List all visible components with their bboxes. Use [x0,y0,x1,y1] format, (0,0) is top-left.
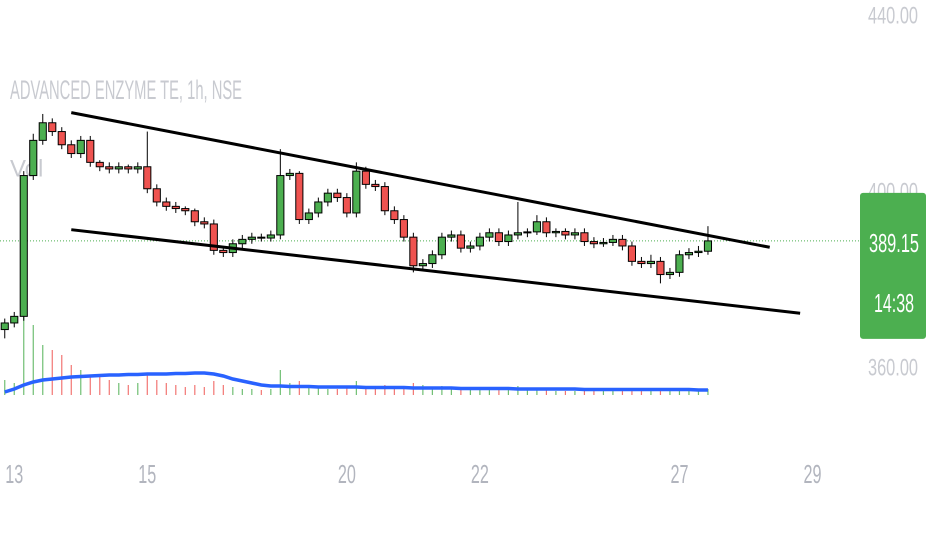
candle-body [570,232,579,236]
candle-body [190,210,199,223]
candle-body [513,232,522,236]
candle-body [152,188,161,203]
candle-body [342,197,351,214]
candle-body [95,161,104,168]
x-tick-label: 27 [670,459,688,489]
candle-body [485,232,494,238]
candle-body [694,250,703,254]
x-tick-label: 15 [138,459,156,489]
candle-body [418,263,427,267]
candle-body [105,166,114,170]
volume-ma-line [4,371,708,394]
chart-title: ADVANCED ENZYME TE, 1h, NSE [10,75,242,105]
candle-body [494,232,503,243]
countdown: 14:38 [874,288,914,318]
candle-body [133,166,142,170]
candle-body [38,122,47,141]
candle-body [361,170,370,185]
candle-body [67,144,76,155]
candle-body [333,192,342,199]
candle-body [504,234,513,243]
price-badge-value: 389.15 [869,228,919,258]
candle-body [589,241,598,245]
candle-body [285,172,294,177]
candle-body [86,139,95,163]
candle-body [665,271,675,276]
candle-body [323,192,332,203]
candle-body [703,240,713,252]
candle-body [637,260,646,265]
candle-body [29,139,38,177]
candle-body [209,223,218,251]
candle-body [675,254,684,273]
candle-body [371,183,380,188]
candle-body [456,234,465,249]
candle-body [276,175,285,236]
candle-body [219,249,228,254]
candle-body [162,201,171,207]
candle-body [247,236,256,240]
candle-body [19,175,28,317]
candle-body [57,131,66,146]
candle-body [200,221,209,225]
candle-body [428,254,437,265]
candle-body [447,234,456,238]
candle-body [466,245,475,249]
candle-body [646,260,656,265]
candle-body [76,139,85,155]
candle-body [390,210,399,221]
x-tick-label: 22 [471,459,489,489]
candle-body [295,172,304,221]
candle-body [181,208,190,212]
candle-body [266,234,275,239]
price-badge [860,192,926,339]
candle-body [532,221,541,233]
candle-body [561,230,570,236]
candle-body [314,201,323,214]
candle-body [627,245,636,262]
candle-body [114,166,123,170]
candle-body [0,322,9,331]
x-tick-label: 13 [5,459,23,489]
candle-body [475,236,484,247]
candle-body [551,230,560,234]
candle-body [238,238,247,245]
candle-body [684,252,694,256]
candle-body [171,205,180,210]
candle-body [304,212,313,221]
candle-body [10,315,19,324]
candle-body [599,241,608,245]
candle-body [124,166,133,170]
y-tick-label: 440.00 [868,3,918,30]
x-tick-label: 29 [803,459,821,489]
trendline [71,228,801,315]
candle-body [542,221,551,234]
x-tick-label: 20 [338,459,356,489]
candle-body [352,170,361,214]
candle-body [48,122,57,133]
candle-body [399,219,408,238]
candle-body [437,236,446,256]
candle-body [380,186,389,212]
trendline [70,111,771,249]
candle-body [580,232,589,243]
candle-body [523,231,532,234]
candle-body [257,236,266,239]
candle-body [618,238,627,247]
candle-body [656,260,665,276]
candle-body [143,166,152,190]
candle-body [608,238,617,243]
candle-body [409,236,418,267]
y-tick-label: 360.00 [868,355,918,382]
